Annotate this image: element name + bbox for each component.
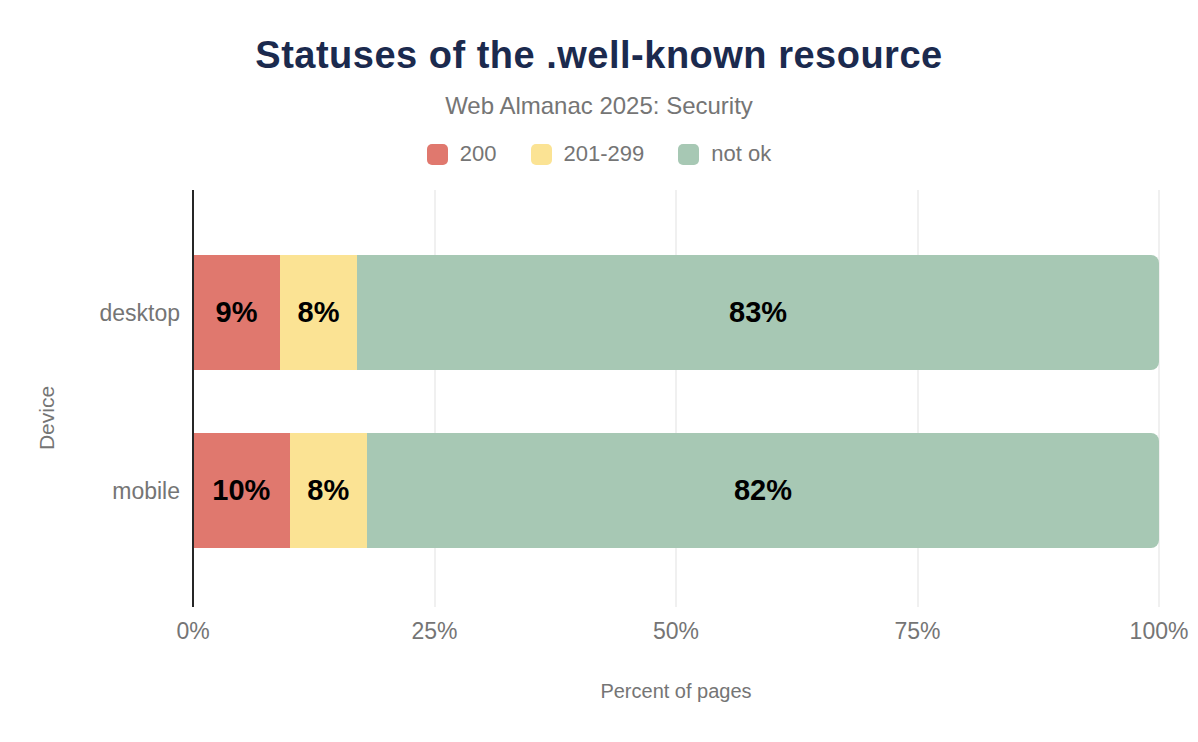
x-axis-title: Percent of pages	[193, 680, 1159, 703]
plot-area: 9% 8% 83% 10% 8% 82%	[193, 190, 1159, 607]
x-tick-75: 75%	[894, 618, 940, 645]
legend-label: not ok	[711, 141, 771, 167]
data-label: 8%	[298, 296, 340, 329]
bar-segment-desktop-201-299[interactable]: 8%	[280, 255, 357, 370]
legend-swatch-icon	[427, 144, 448, 165]
legend-item-200[interactable]: 200	[427, 141, 497, 167]
bar-segment-desktop-200[interactable]: 9%	[193, 255, 280, 370]
data-label: 82%	[734, 474, 792, 507]
x-tick-25: 25%	[411, 618, 457, 645]
bar-desktop: 9% 8% 83%	[193, 255, 1159, 370]
category-label-mobile: mobile	[0, 477, 180, 505]
x-tick-100: 100%	[1130, 618, 1189, 645]
legend-label: 201-299	[564, 141, 645, 167]
data-label: 83%	[729, 296, 787, 329]
data-label: 9%	[216, 296, 258, 329]
category-label-desktop: desktop	[0, 299, 180, 327]
bar-segment-mobile-201-299[interactable]: 8%	[290, 433, 367, 548]
legend-swatch-icon	[531, 144, 552, 165]
data-label: 10%	[212, 474, 270, 507]
x-tick-50: 50%	[653, 618, 699, 645]
bar-segment-desktop-not ok[interactable]: 83%	[357, 255, 1159, 370]
chart-canvas: Statuses of the .well-known resource Web…	[0, 0, 1198, 742]
data-label: 8%	[307, 474, 349, 507]
legend: 200 201-299 not ok	[0, 141, 1198, 167]
chart-title: Statuses of the .well-known resource	[0, 34, 1198, 77]
legend-label: 200	[460, 141, 497, 167]
legend-item-201-299[interactable]: 201-299	[531, 141, 645, 167]
bar-segment-mobile-not ok[interactable]: 82%	[367, 433, 1159, 548]
y-axis-line	[192, 190, 194, 607]
legend-item-not ok[interactable]: not ok	[678, 141, 771, 167]
bar-mobile: 10% 8% 82%	[193, 433, 1159, 548]
y-axis-title: Device	[35, 386, 59, 450]
legend-swatch-icon	[678, 144, 699, 165]
x-tick-0: 0%	[176, 618, 209, 645]
bar-segment-mobile-200[interactable]: 10%	[193, 433, 290, 548]
chart-subtitle: Web Almanac 2025: Security	[0, 92, 1198, 120]
